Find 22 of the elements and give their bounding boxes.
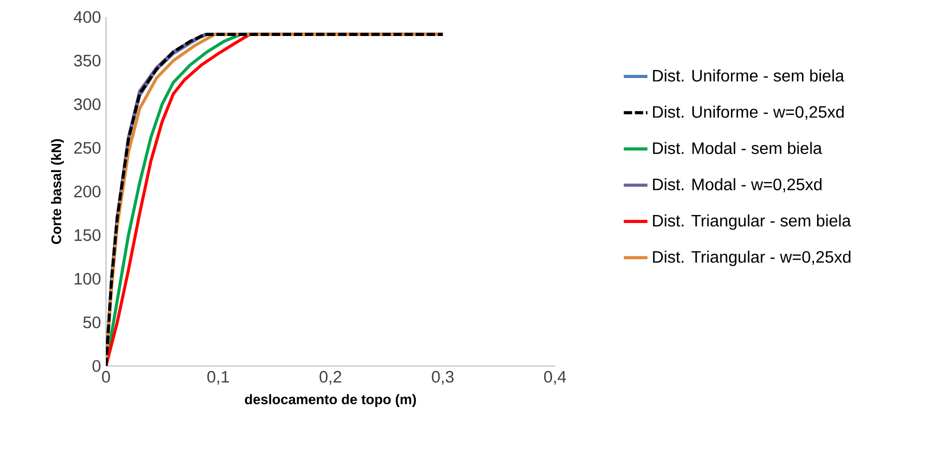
legend-label: Dist. Uniforme - sem biela <box>653 69 844 82</box>
y-tick-label: 150 <box>74 229 100 241</box>
legend-label: Dist. Modal - w=0,25xd <box>653 178 822 192</box>
x-tick-label: 0,1 <box>207 370 229 385</box>
y-tick-label: 0 <box>92 360 100 372</box>
y-tick-label: 100 <box>74 272 100 285</box>
x-tick-label: 0 <box>102 370 110 383</box>
x-tick-label: 0,4 <box>544 370 566 385</box>
x-tick-label: 0,2 <box>320 370 342 385</box>
legend-label: Dist. Uniforme - w=0,25xd <box>653 106 844 120</box>
x-axis-title: deslocamento de topo (m) <box>244 394 416 407</box>
y-axis-title: Corte basal (kN) <box>51 139 64 244</box>
y-tick-label: 200 <box>74 186 100 198</box>
x-tick-label: 0,3 <box>432 370 454 385</box>
legend-label: Dist. Triangular - sem biela <box>653 214 851 230</box>
legend-label: Dist. Modal - sem biela <box>653 142 822 154</box>
legend-label: Dist. Triangular - w=0,25xd <box>653 250 850 266</box>
y-tick-label: 250 <box>74 142 100 154</box>
y-tick-label: 300 <box>74 98 100 110</box>
y-tick-label: 350 <box>74 54 100 66</box>
y-tick-label: 50 <box>83 316 100 328</box>
y-tick-label: 400 <box>74 11 100 23</box>
